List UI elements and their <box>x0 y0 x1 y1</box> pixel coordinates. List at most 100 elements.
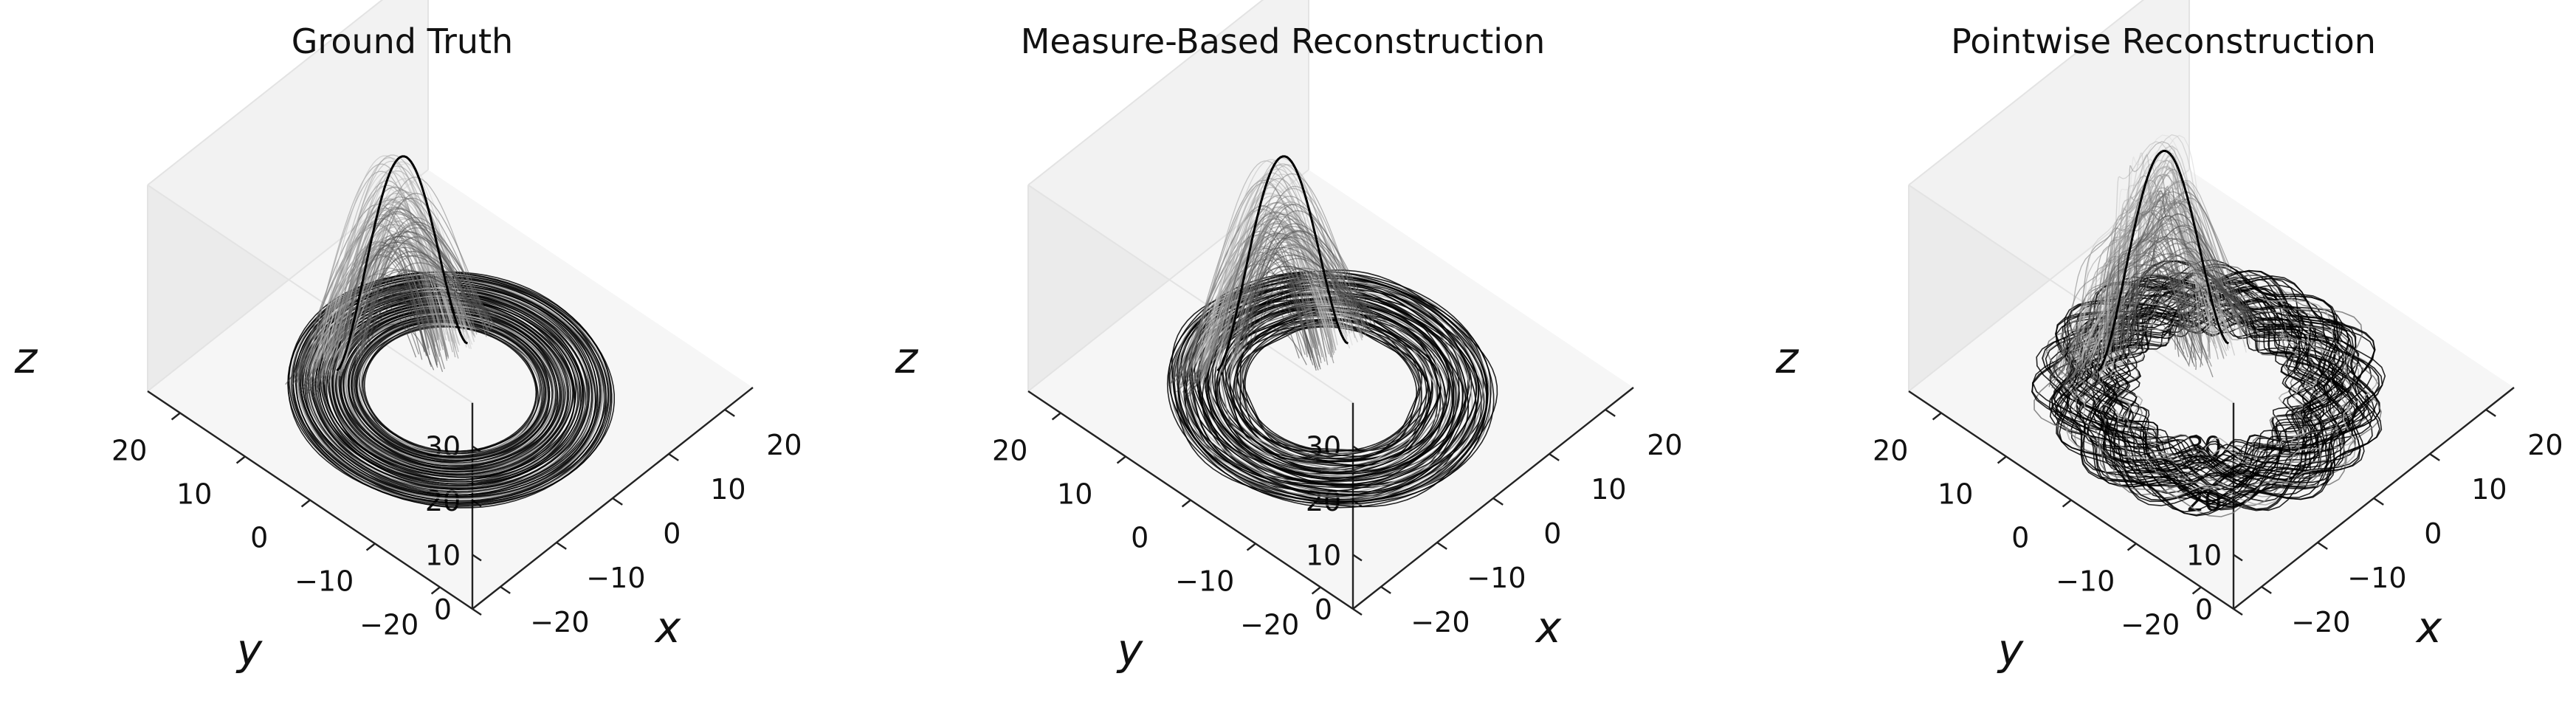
trajectory-spike-strand <box>332 224 464 346</box>
z-tick <box>1352 608 1363 616</box>
trajectory-ring-strand <box>2079 291 2346 488</box>
y-tick <box>1997 455 2007 464</box>
trajectory-spike-strand <box>2087 193 2212 354</box>
x-tick <box>2485 409 2496 417</box>
trajectory-spike-strand <box>1250 279 1382 349</box>
y-tick <box>300 499 311 508</box>
y-tick-label: 0 <box>250 522 268 554</box>
x-tick <box>1380 586 1391 594</box>
y-axis-label-1: y <box>1116 624 1143 675</box>
z-tick-label: 10 <box>1306 540 1341 572</box>
trajectory-ring-strand <box>2036 259 2386 512</box>
y-tick-label: 20 <box>992 435 1027 467</box>
y-tick-label: 20 <box>1873 435 1908 467</box>
x-tick <box>2429 453 2440 461</box>
trajectory-spike-strand <box>1242 223 1374 348</box>
trajectory-ring-strand <box>295 275 607 502</box>
z-axis-label-1: z <box>895 333 919 383</box>
x-tick <box>2261 586 2272 594</box>
trajectory-spike-strand <box>1242 306 1374 340</box>
trajectory-spike-strand <box>2121 272 2266 342</box>
x-tick-label: 0 <box>2424 517 2442 550</box>
z-tick-label: 0 <box>1315 593 1332 626</box>
pane-floor <box>148 170 753 609</box>
x-tick <box>612 497 623 506</box>
x-tick <box>1436 542 1447 550</box>
x-tick-label: −20 <box>530 606 589 638</box>
x-tick <box>2373 497 2384 506</box>
trajectory-ring-strand <box>339 309 562 470</box>
trajectory-spike-strand <box>2104 191 2231 345</box>
y-tick <box>1932 412 1942 421</box>
y-tick <box>235 455 246 464</box>
trajectory-spike-strand <box>350 269 482 337</box>
z-tick-label: 10 <box>2186 540 2222 572</box>
pane-edge <box>1027 184 1354 404</box>
y-tick-label: −20 <box>1240 609 1299 641</box>
trajectory-spike-strand <box>358 284 490 338</box>
trajectory-spike-strand <box>2100 221 2231 371</box>
trajectory-spike-strand <box>356 255 488 342</box>
trajectory-ring-strand <box>2042 264 2379 506</box>
x-axis-label-0: x <box>654 602 681 652</box>
x-tick <box>668 453 679 461</box>
y-tick <box>2062 499 2072 508</box>
trajectory-spike-strand <box>2081 141 2204 356</box>
trajectory-ring-strand <box>323 296 579 483</box>
y-tick-label: 0 <box>1131 522 1148 554</box>
x-tick <box>2317 542 2328 550</box>
pane-edge <box>147 0 384 186</box>
y-tick-label: −10 <box>295 565 354 598</box>
z-tick <box>472 554 482 562</box>
pane-edge <box>1027 0 1264 186</box>
y-tick <box>2126 542 2137 551</box>
trajectory-ring-strand <box>2071 284 2352 486</box>
x-tick-label: −20 <box>2291 606 2350 638</box>
trajectory-ring-strand <box>2048 269 2381 511</box>
trajectory-spike-outline <box>1216 155 1349 372</box>
y-tick-label: −20 <box>359 609 419 641</box>
x-tick <box>556 542 567 550</box>
trajectory-spike-strand <box>2121 201 2247 359</box>
trajectory-spike-strand <box>2110 168 2243 362</box>
trajectory-spike-strand <box>2107 185 2253 354</box>
trajectory-ring-strand <box>2048 269 2372 503</box>
y-tick <box>1051 412 1061 421</box>
trajectory-spike-strand <box>330 199 462 349</box>
y-tick <box>1116 455 1126 464</box>
trajectory-spike-strand <box>344 241 476 337</box>
trajectory-ring-strand <box>2054 279 2369 506</box>
z-tick <box>2233 608 2243 616</box>
trajectory-ring-strand <box>1219 304 1449 472</box>
x-tick <box>500 586 511 594</box>
z-axis-label-2: z <box>1775 333 1800 383</box>
x-tick-label: 20 <box>2527 429 2563 461</box>
x-tick-label: 10 <box>2471 473 2507 506</box>
pane-edge <box>147 184 473 404</box>
y-tick-label: 20 <box>111 435 147 467</box>
z-tick-label: 0 <box>434 593 452 626</box>
trajectory-spike-strand <box>1244 230 1376 351</box>
traj-2 <box>2031 134 2386 517</box>
z-axis-label-0: z <box>14 333 38 383</box>
trajectory-spike-strand <box>331 235 464 347</box>
trajectory-ring-strand <box>2064 281 2360 497</box>
z-tick-label: 0 <box>2195 593 2213 626</box>
panes-2 <box>1908 0 2514 610</box>
trajectory-ring-strand <box>336 307 563 472</box>
x-tick <box>1492 497 1504 506</box>
trajectory-ring-strand <box>1201 295 1467 488</box>
trajectory-spike-strand <box>2129 283 2256 346</box>
y-tick <box>1181 499 1191 508</box>
y-axis-label-2: y <box>1997 624 2024 675</box>
y-tick <box>171 412 181 421</box>
trajectory-spike-strand <box>2122 291 2262 341</box>
trajectory-spike-strand <box>2062 192 2195 364</box>
trajectory-spike-outline <box>2097 150 2230 372</box>
x-tick-label: 10 <box>1591 473 1626 506</box>
y-tick-label: −10 <box>2056 565 2115 598</box>
trajectory-spike-strand <box>1235 185 1367 364</box>
